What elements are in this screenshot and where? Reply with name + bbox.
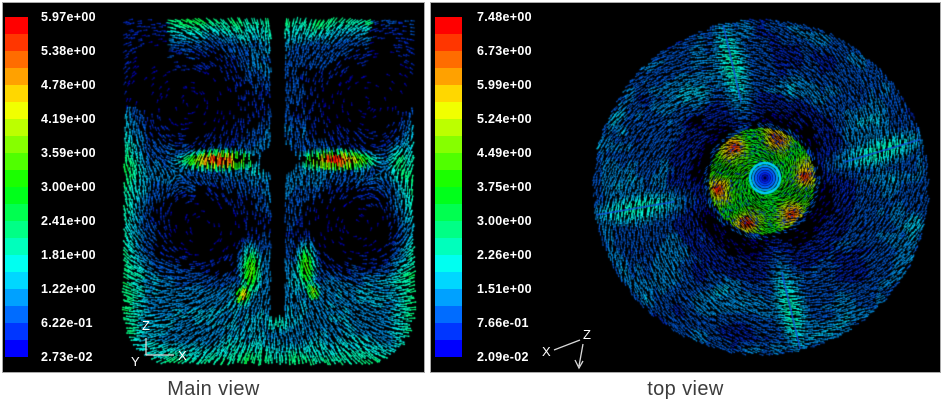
main-view-vector-field-canvas [3,3,424,372]
axis-label-z: Z [142,318,150,333]
top-view-caption: top view [647,378,724,400]
top-view-vector-field-canvas [431,3,940,372]
axis-label-y: Y [131,354,140,369]
main-view-axis-triad: Z Y X [131,318,187,369]
top-view-axis-triad: X Z [542,327,591,370]
axis-label-x: X [542,344,551,359]
axis-label-z: Z [583,327,591,342]
top-view-panel: 7.48e+00 6.73e+00 5.99e+00 5.24e+00 4.49e+00… [430,2,941,373]
main-view-caption: Main view [167,378,260,400]
axis-label-x: X [178,348,187,363]
main-view-panel: 5.97e+00 5.38e+00 4.78e+00 4.19e+00 3.59e+00… [2,2,425,373]
